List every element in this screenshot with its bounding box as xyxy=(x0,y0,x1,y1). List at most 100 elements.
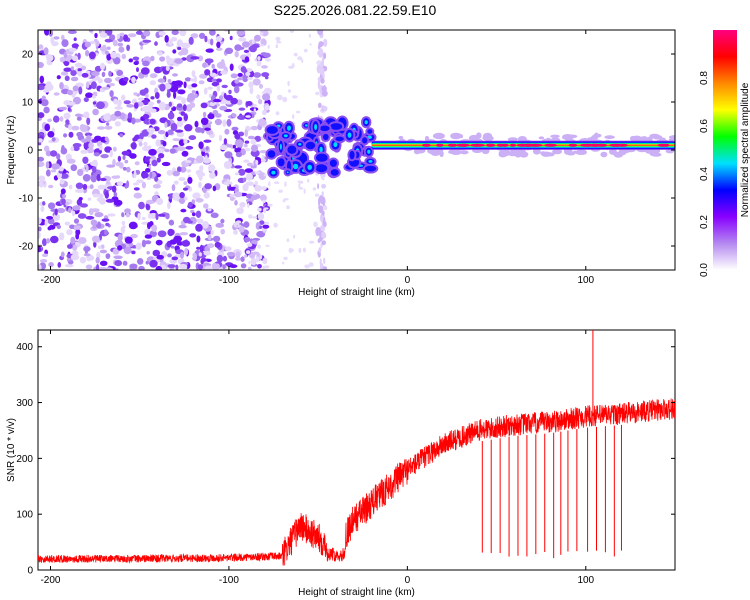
noise-blob xyxy=(122,260,128,266)
noise-blob xyxy=(84,132,93,137)
noise-blob xyxy=(282,96,288,103)
noise-blob xyxy=(304,264,310,269)
band-blob xyxy=(320,67,325,76)
transition-blob xyxy=(364,165,377,172)
noise-blob xyxy=(203,192,210,199)
noise-blob xyxy=(87,197,92,201)
noise-blob xyxy=(244,254,248,258)
noise-blob xyxy=(303,188,306,194)
noise-blob xyxy=(235,251,241,259)
noise-blob xyxy=(187,201,193,208)
noise-blob xyxy=(75,188,84,193)
noise-blob xyxy=(142,39,152,43)
noise-blob xyxy=(129,153,137,159)
noise-blob xyxy=(287,89,291,93)
noise-blob xyxy=(131,117,136,125)
noise-blob xyxy=(60,71,69,76)
noise-blob xyxy=(224,151,233,159)
noise-blob xyxy=(245,115,251,118)
noise-blob xyxy=(207,58,211,66)
noise-blob xyxy=(243,49,250,54)
noise-blob xyxy=(53,115,60,123)
noise-blob xyxy=(65,119,70,125)
noise-blob xyxy=(234,133,241,140)
noise-blob xyxy=(312,187,317,191)
noise-blob xyxy=(213,98,222,103)
noise-blob xyxy=(229,63,234,71)
noise-blob xyxy=(204,35,208,43)
noise-blob xyxy=(104,125,113,130)
noise-blob xyxy=(207,86,213,90)
noise-blob xyxy=(68,47,77,52)
noise-blob xyxy=(128,33,137,38)
noise-blob xyxy=(74,62,83,68)
noise-blob xyxy=(184,247,189,256)
noise-blob xyxy=(38,112,45,119)
signal-peak xyxy=(421,143,431,147)
noise-blob xyxy=(99,260,108,266)
noise-blob xyxy=(222,264,226,270)
noise-blob xyxy=(45,169,51,177)
noise-blob xyxy=(235,257,242,261)
noise-blob xyxy=(80,149,89,154)
heatmap-x-tick-label: 0 xyxy=(405,275,411,286)
noise-blob xyxy=(101,218,110,222)
noise-blob xyxy=(106,122,110,126)
noise-blob xyxy=(175,129,184,133)
noise-blob xyxy=(156,197,164,206)
noise-blob xyxy=(97,126,106,130)
colorbar: 0.0 0.2 0.4 0.6 0.8 xyxy=(699,30,737,277)
noise-blob xyxy=(263,39,267,46)
transition-blob xyxy=(364,120,368,125)
noise-blob xyxy=(177,116,183,122)
noise-blob xyxy=(104,267,114,270)
noise-blob xyxy=(44,30,50,36)
noise-blob xyxy=(122,225,126,229)
noise-blob xyxy=(133,170,137,179)
halo-blob xyxy=(448,149,459,153)
noise-blob xyxy=(59,56,66,63)
noise-blob xyxy=(289,30,295,33)
noise-blob xyxy=(144,240,152,245)
noise-blob xyxy=(106,46,111,50)
noise-blob xyxy=(99,32,108,38)
halo-blob xyxy=(460,150,469,155)
noise-blob xyxy=(63,67,72,72)
noise-blob xyxy=(79,256,87,264)
halo-blob xyxy=(498,149,511,157)
noise-blob xyxy=(244,140,250,144)
noise-blob xyxy=(85,92,93,98)
halo-blob xyxy=(658,137,666,141)
noise-blob xyxy=(172,49,177,54)
noise-blob xyxy=(96,264,100,270)
noise-blob xyxy=(140,67,150,75)
noise-blob xyxy=(114,121,121,127)
noise-blob xyxy=(123,77,129,82)
noise-blob xyxy=(63,133,68,138)
noise-blob xyxy=(64,264,74,268)
noise-blob xyxy=(82,174,91,182)
noise-blob xyxy=(147,213,152,219)
noise-blob xyxy=(191,70,196,78)
noise-blob xyxy=(77,68,82,72)
noise-blob xyxy=(247,77,253,80)
noise-blob xyxy=(211,262,218,270)
noise-blob xyxy=(68,207,72,214)
noise-blob xyxy=(71,210,76,217)
noise-blob xyxy=(165,65,170,72)
signal-peak xyxy=(436,143,444,147)
noise-blob xyxy=(242,74,249,83)
transition-blob xyxy=(329,159,337,167)
noise-blob xyxy=(48,262,54,268)
noise-blob xyxy=(154,41,158,46)
noise-blob xyxy=(240,256,245,263)
noise-blob xyxy=(289,248,294,252)
noise-blob xyxy=(38,161,45,168)
noise-blob xyxy=(86,135,92,142)
noise-blob xyxy=(246,52,252,58)
snr-y-tick-label: 300 xyxy=(16,398,33,409)
noise-blob xyxy=(216,61,226,69)
noise-blob xyxy=(75,182,84,190)
signal-peak xyxy=(579,143,595,147)
noise-blob xyxy=(186,220,193,224)
